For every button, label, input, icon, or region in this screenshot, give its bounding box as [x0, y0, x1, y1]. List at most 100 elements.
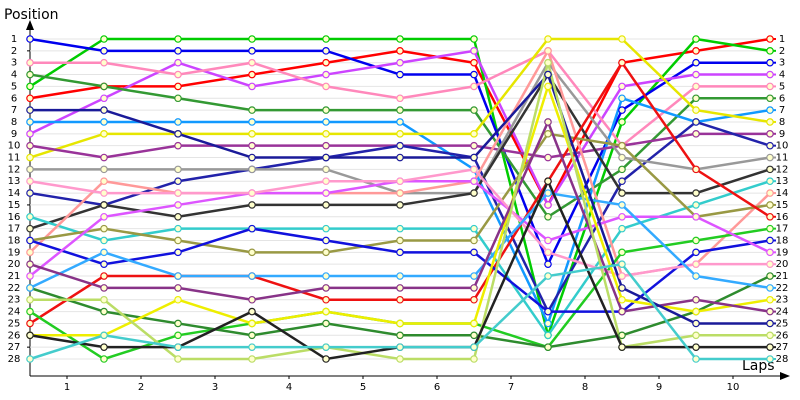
- point: [470, 295, 478, 304]
- point: [544, 331, 552, 340]
- point: [248, 319, 256, 328]
- point: [322, 307, 330, 316]
- point: [174, 189, 182, 197]
- y-tick-label: 1: [11, 34, 17, 45]
- x-tick-label: 10: [727, 382, 740, 393]
- y-tick-label-right: 24: [776, 307, 789, 318]
- point: [618, 118, 626, 126]
- point: [322, 201, 330, 209]
- point: [544, 343, 552, 351]
- point: [100, 153, 108, 162]
- point: [100, 260, 108, 268]
- y-tick-label-right: 22: [776, 283, 789, 294]
- point: [766, 295, 774, 304]
- point: [618, 272, 626, 280]
- point: [100, 284, 108, 292]
- point: [100, 47, 108, 55]
- point: [322, 295, 330, 304]
- point: [396, 224, 404, 233]
- point: [100, 272, 108, 280]
- point: [692, 319, 700, 328]
- point: [100, 224, 108, 233]
- y-tick-label: 12: [8, 164, 21, 175]
- y-tick-label-right: 26: [776, 330, 789, 341]
- point: [544, 201, 552, 209]
- x-tick-label: 8: [582, 382, 588, 393]
- y-tick-label: 16: [8, 212, 21, 223]
- point: [248, 141, 256, 150]
- y-tick-label: 3: [11, 58, 17, 69]
- point: [396, 35, 404, 43]
- point: [544, 153, 552, 162]
- point: [26, 70, 34, 79]
- point: [396, 319, 404, 328]
- point: [26, 106, 34, 114]
- point: [544, 272, 552, 280]
- x-tick-label: 2: [138, 382, 144, 393]
- y-tick-label-right: 5: [779, 81, 785, 92]
- point: [322, 165, 330, 174]
- point: [618, 248, 626, 257]
- point: [766, 319, 774, 328]
- point: [766, 118, 774, 126]
- point: [26, 284, 34, 292]
- point: [248, 201, 256, 209]
- point: [100, 106, 108, 114]
- point: [766, 248, 774, 257]
- y-tick-label-right: 9: [779, 129, 785, 140]
- point: [100, 343, 108, 351]
- point: [396, 94, 404, 103]
- y-tick-label-right: 3: [779, 58, 785, 69]
- point: [322, 141, 330, 150]
- point: [26, 307, 34, 316]
- y-tick-label-right: 1: [779, 34, 785, 45]
- point: [174, 58, 182, 67]
- y-tick-label-right: 20: [776, 259, 789, 270]
- point: [396, 189, 404, 197]
- point: [248, 355, 256, 363]
- point: [766, 82, 774, 91]
- point: [470, 70, 478, 79]
- y-tick-label: 9: [11, 129, 17, 140]
- point: [174, 284, 182, 292]
- point: [174, 319, 182, 328]
- point: [100, 130, 108, 138]
- point: [26, 82, 34, 91]
- point: [470, 82, 478, 91]
- point: [26, 94, 34, 103]
- point: [396, 343, 404, 351]
- point: [766, 177, 774, 186]
- point: [544, 70, 552, 79]
- point: [692, 165, 700, 174]
- point: [322, 177, 330, 186]
- point: [692, 307, 700, 316]
- y-tick-label-right: 18: [776, 235, 789, 246]
- point: [396, 295, 404, 304]
- point: [174, 201, 182, 209]
- point: [174, 331, 182, 340]
- point: [470, 141, 478, 150]
- point: [26, 355, 34, 363]
- y-tick-label: 8: [11, 117, 17, 128]
- point: [396, 141, 404, 150]
- point: [618, 307, 626, 316]
- point: [618, 295, 626, 304]
- point: [766, 307, 774, 316]
- y-tick-label-right: 19: [776, 247, 789, 258]
- point: [100, 189, 108, 197]
- point: [618, 189, 626, 197]
- y-tick-label: 11: [8, 153, 21, 164]
- y-tick-label-right: 8: [779, 117, 785, 128]
- point: [692, 118, 700, 126]
- point: [396, 70, 404, 79]
- point: [618, 106, 626, 114]
- point: [174, 212, 182, 221]
- point: [100, 82, 108, 91]
- point: [322, 153, 330, 162]
- point: [470, 355, 478, 363]
- point: [692, 82, 700, 91]
- y-tick-label: 21: [8, 271, 21, 282]
- point: [470, 343, 478, 351]
- point: [174, 355, 182, 363]
- point: [766, 343, 774, 351]
